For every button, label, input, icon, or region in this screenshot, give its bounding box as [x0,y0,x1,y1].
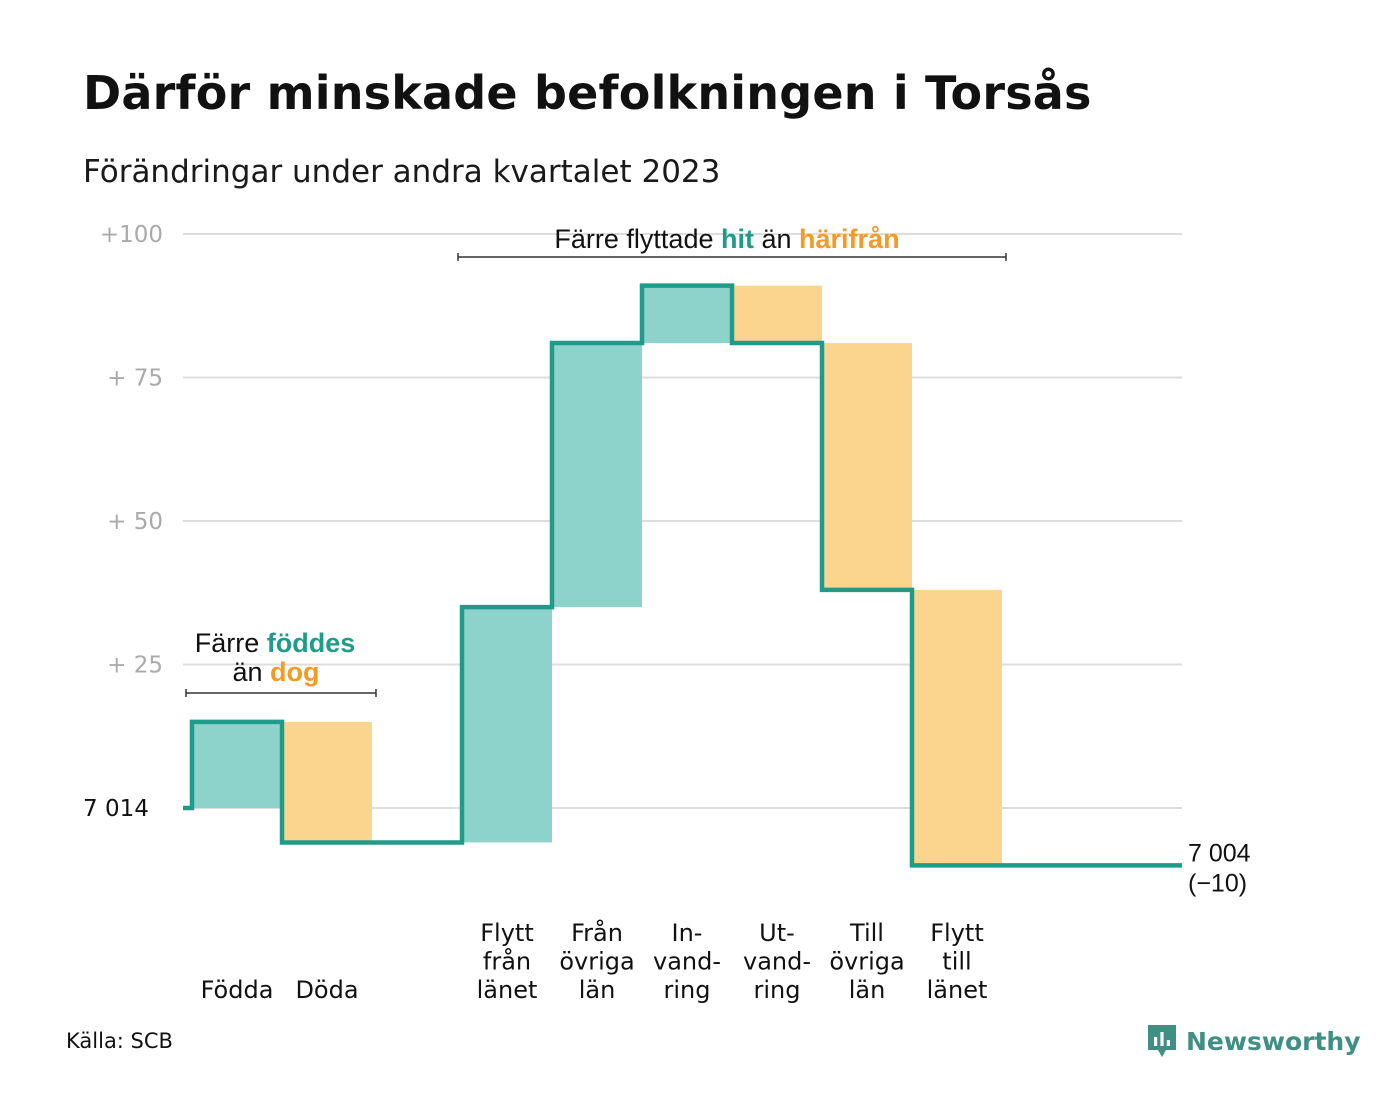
category-label: länet [477,976,538,1004]
inflow-bar [642,285,732,344]
newsworthy-logo-icon [1148,1025,1176,1057]
y-tick-label: + 50 [107,509,163,535]
category-label: Till [849,919,884,947]
category-label: Flytt [930,919,984,947]
category-label: Döda [295,976,358,1004]
category-label: från [483,947,531,976]
y-tick-label: + 75 [107,366,163,392]
brand: Newsworthy [1146,1022,1361,1060]
category-label: län [849,976,886,1004]
category-label: Födda [201,976,274,1004]
population-step-line [183,283,1182,868]
inflow-bar [552,343,642,608]
category-label: Flytt [480,919,534,947]
outflow-bar [822,343,912,590]
outflow-bar [912,589,1002,866]
category-label: vand- [653,948,721,976]
category-label: övriga [829,948,904,976]
outflow-bar [732,285,822,344]
category-label: län [579,976,616,1004]
outflow-bar [282,721,372,843]
category-label: Från [571,918,623,947]
category-label: övriga [559,948,634,976]
migration-annotation: Färre flyttade hit än härifrån [554,224,899,254]
inflow-bar [192,721,282,808]
category-label: ring [664,976,711,1004]
category-label: Ut- [759,919,795,947]
category-label: länet [927,976,988,1004]
births-annotation-line2: än dog [232,657,319,687]
y-tick-label: + 25 [107,653,163,679]
inflow-bar [462,607,552,843]
category-label: vand- [743,948,811,976]
category-label: In- [672,919,703,947]
category-label: ring [754,976,801,1004]
births-annotation-line1: Färre föddes [195,628,356,658]
category-label: till [942,948,971,976]
chart-subtitle: Förändringar under andra kvartalet 2023 [83,154,721,190]
y-base-label: 7 014 [83,796,149,822]
chart-title: Därför minskade befolkningen i Torsås [83,66,1092,120]
brand-name: Newsworthy [1186,1026,1361,1056]
y-tick-label: +100 [100,222,163,248]
source-note: Källa: SCB [66,1029,173,1053]
end-change-label: (−10) [1188,869,1247,897]
end-value-label: 7 004 [1188,839,1251,867]
